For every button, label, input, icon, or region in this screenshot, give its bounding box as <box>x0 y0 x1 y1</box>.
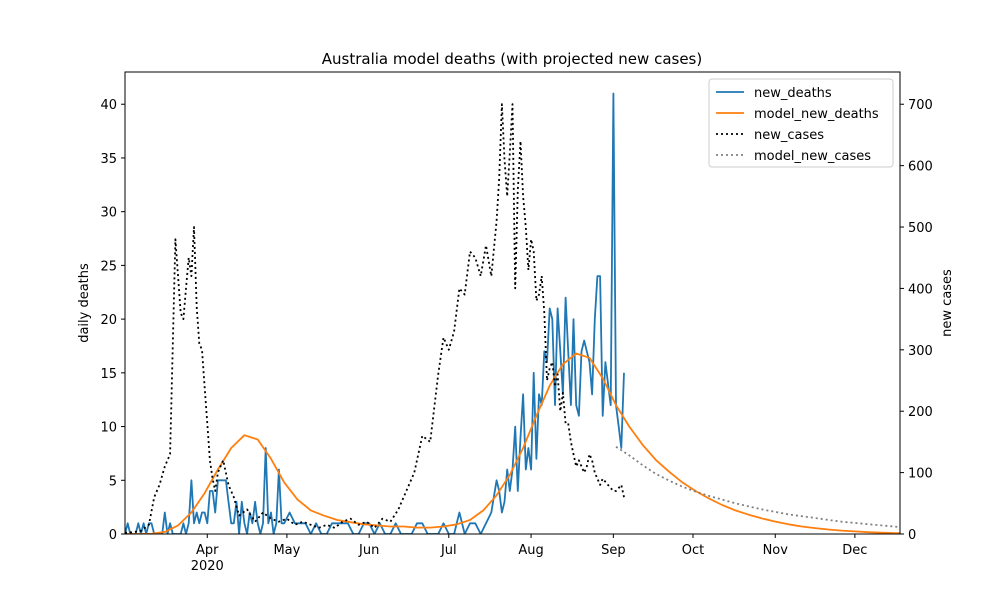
y-axis: 0 5 10 15 20 25 30 35 40 <box>100 98 125 543</box>
y2-tick-label: 0 <box>908 528 916 543</box>
y-tick-label: 35 <box>100 152 117 167</box>
x-year-label: 2020 <box>191 559 224 574</box>
x-axis: Apr May Jun Jul Aug Sep Oct Nov Dec 2020 <box>191 534 867 574</box>
y2-tick-label: 400 <box>908 282 933 297</box>
y2-tick-label: 600 <box>908 160 933 175</box>
plot-area <box>124 71 901 535</box>
y-tick-label: 0 <box>109 528 117 543</box>
y-tick-label: 25 <box>100 259 117 274</box>
y-tick-label: 30 <box>100 206 117 221</box>
y2-tick-label: 100 <box>908 467 933 482</box>
x-tick-label: May <box>273 543 300 558</box>
legend-label-new-deaths: new_deaths <box>754 86 832 101</box>
legend-label-new-cases: new_cases <box>754 128 824 143</box>
x-tick-label: Apr <box>196 543 219 558</box>
x-tick-label: Jun <box>358 543 379 558</box>
series-line-model-new-deaths <box>125 352 900 534</box>
legend: new_deaths model_new_deaths new_casesmodel… <box>708 78 894 168</box>
chart-title: Australia model deaths (with projected n… <box>322 50 702 68</box>
series-line-new-deaths <box>125 92 625 534</box>
y2-tick-label: 700 <box>908 98 933 113</box>
y-axis-label: daily deaths <box>77 263 92 343</box>
series-line-model-new-cases <box>615 446 900 529</box>
x-tick-label: Nov <box>763 543 789 558</box>
y-tick-label: 10 <box>100 421 117 436</box>
y2-axis: 0 100 200 300 400 500 600 700 <box>900 98 933 543</box>
plot-frame <box>124 71 901 535</box>
x-tick-label: Aug <box>518 543 543 558</box>
legend-box <box>708 78 894 168</box>
y-tick-label: 40 <box>100 98 117 113</box>
y2-tick-label: 300 <box>908 344 933 359</box>
y2-tick-label: 200 <box>908 405 933 420</box>
x-tick-label: Sep <box>601 543 626 558</box>
y-tick-label: 5 <box>109 474 117 489</box>
y-tick-label: 20 <box>100 313 117 328</box>
series-layer <box>125 92 900 534</box>
y2-axis-label: new cases <box>940 269 955 337</box>
x-tick-label: Oct <box>682 543 704 558</box>
y2-tick-label: 500 <box>908 221 933 236</box>
legend-label-model-new-deaths: model_new_deaths <box>754 107 879 122</box>
x-tick-label: Dec <box>842 543 867 558</box>
y-tick-label: 15 <box>100 367 117 382</box>
legend-label-model-new-cases: model_new_cases <box>754 149 871 164</box>
series-line-new-cases <box>125 103 625 534</box>
x-tick-label: Jul <box>440 543 457 558</box>
